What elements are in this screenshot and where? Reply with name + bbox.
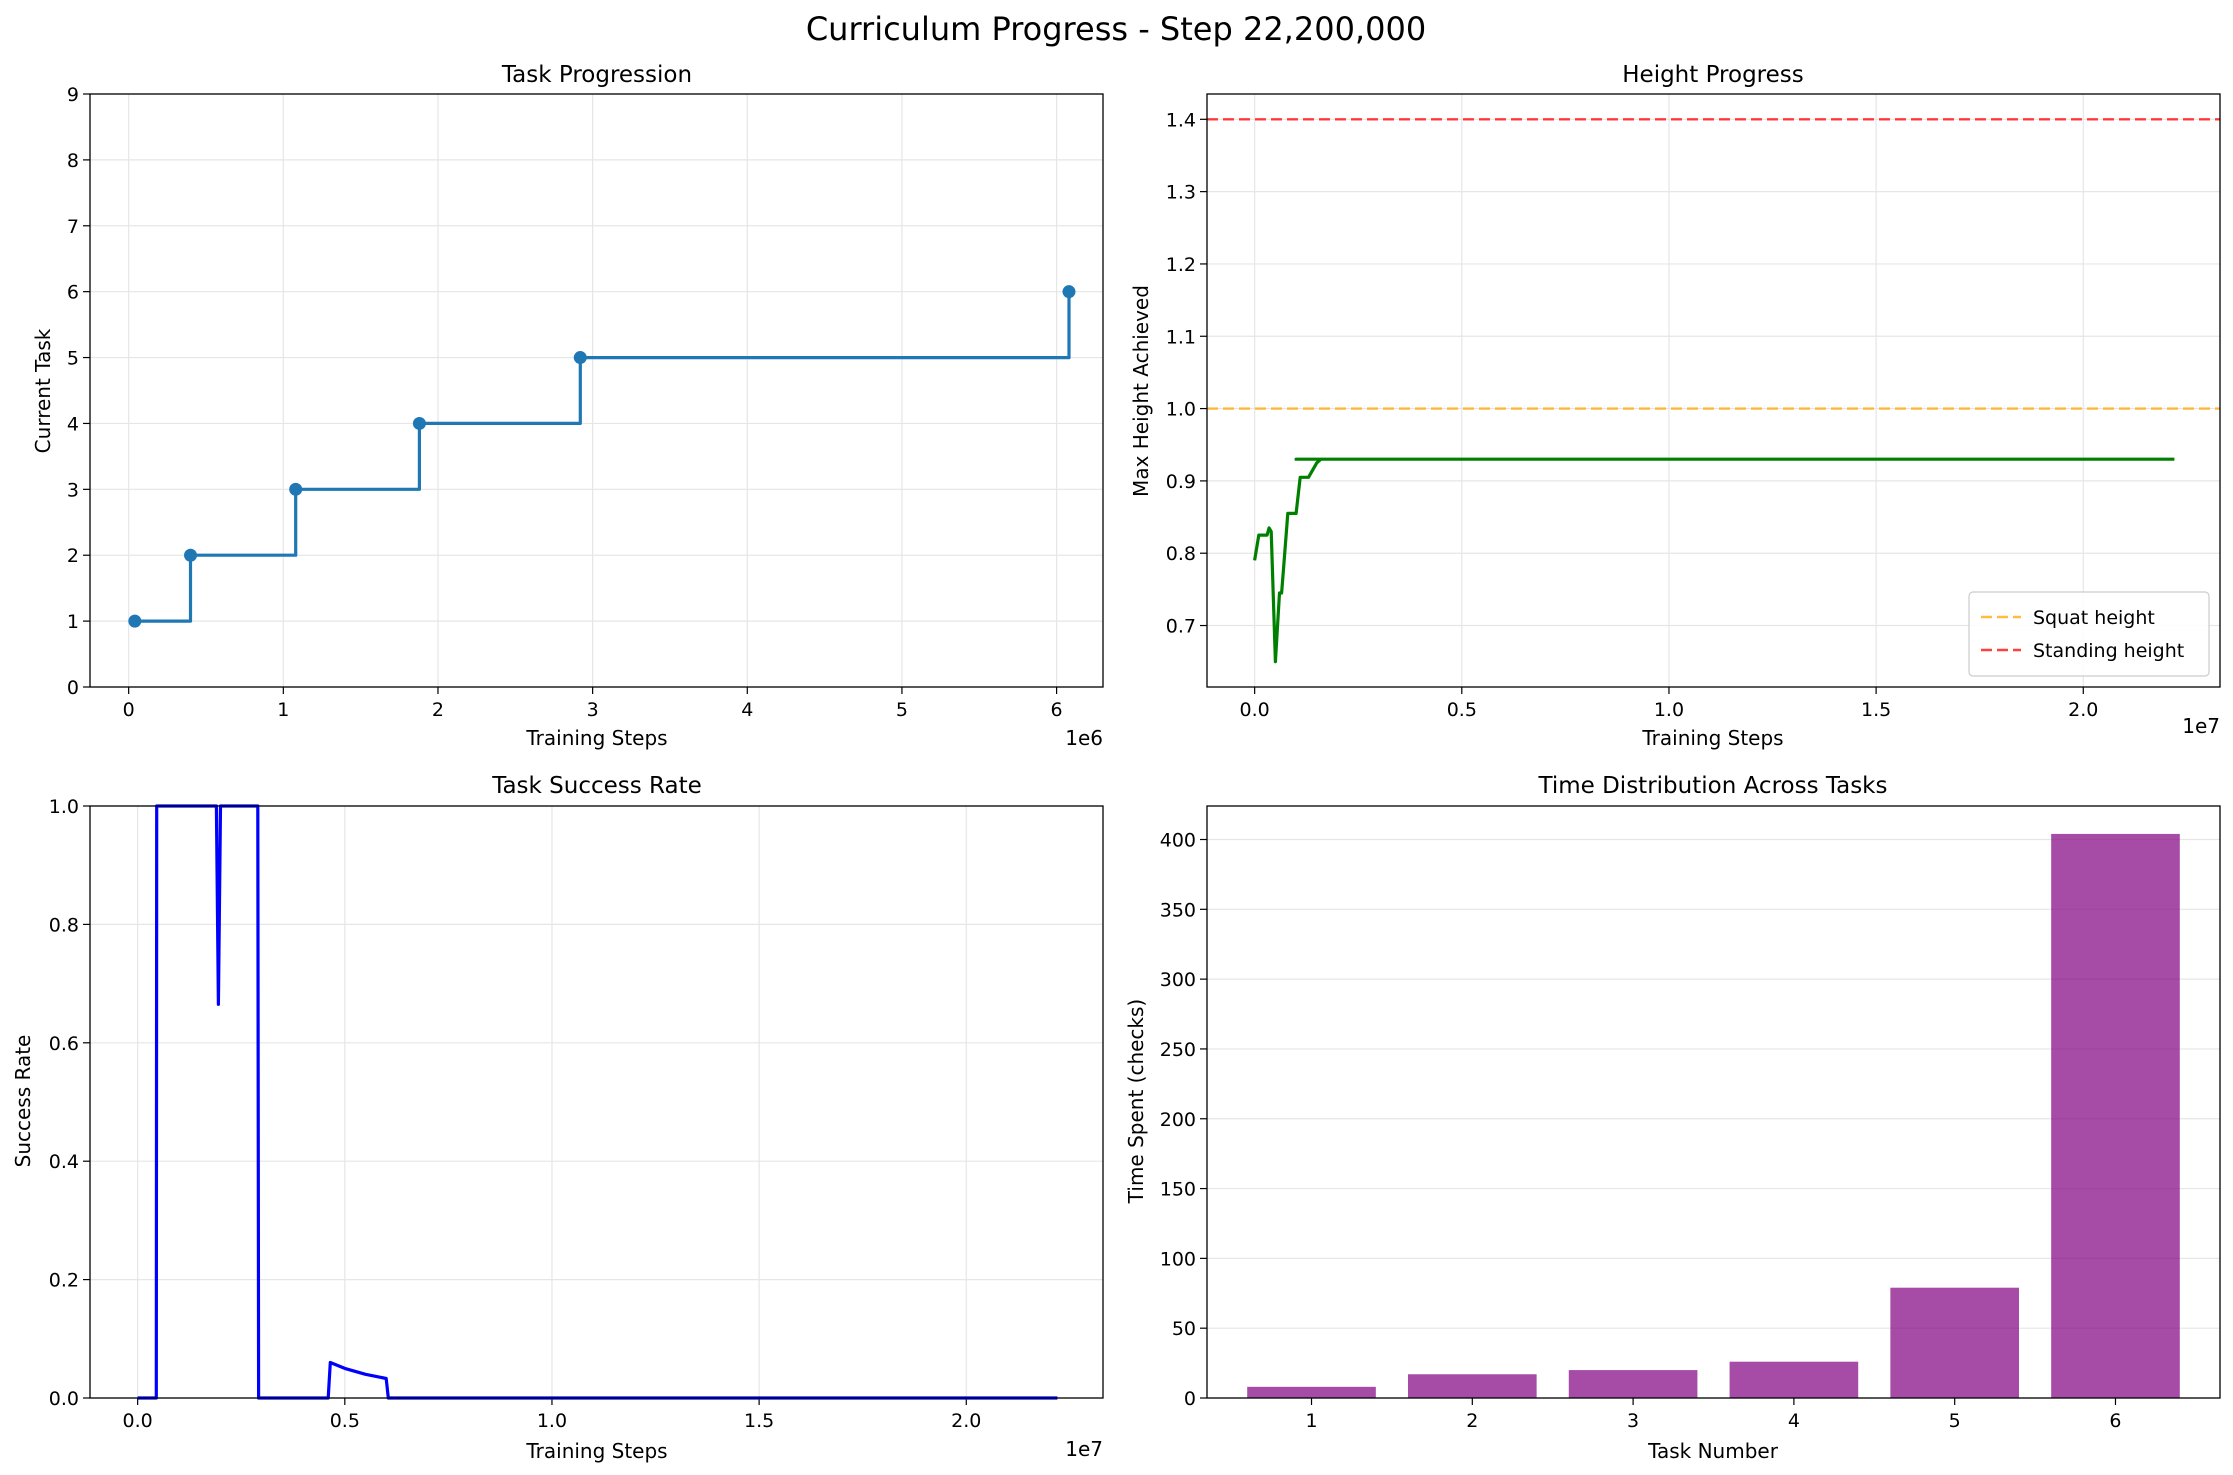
data-point [573, 351, 587, 365]
x-tick-label: 1 [1305, 1410, 1317, 1432]
plot-frame [89, 93, 1104, 688]
x-tick-label: 0.5 [330, 1410, 360, 1432]
y-tick-label: 100 [1160, 1248, 1196, 1270]
y-tick-label: 1.0 [49, 796, 79, 818]
task-success-rate-title: Task Success Rate [491, 773, 702, 799]
y-tick-label: 1 [67, 611, 79, 633]
y-tick-label: 5 [67, 348, 79, 370]
y-tick-label: 1.4 [1166, 109, 1196, 131]
plot-frame [89, 805, 1104, 1399]
y-tick-label: 400 [1160, 830, 1196, 852]
x-tick-label: 1.5 [1861, 699, 1891, 721]
height-progress-title: Height Progress [1622, 62, 1804, 88]
bar-task-4 [1729, 1361, 1859, 1398]
x-tick-label: 5 [1949, 1410, 1961, 1432]
task-success-rate-ylabel: Success Rate [11, 1035, 35, 1168]
task-success-rate-panel: Task Success Rate Training Steps Success… [11, 773, 1104, 1463]
x-tick-label: 3 [587, 699, 599, 721]
bar-task-5 [1890, 1287, 2020, 1398]
y-tick-label: 0.8 [49, 914, 79, 936]
y-tick-label: 3 [67, 479, 79, 501]
y-tick-label: 1.0 [1166, 399, 1196, 421]
y-tick-label: 0.9 [1166, 471, 1196, 493]
x-tick-label: 0.0 [123, 1410, 153, 1432]
y-tick-label: 1.2 [1166, 254, 1196, 276]
series-line [134, 291, 1071, 623]
task-success-rate-xlabel: Training Steps [525, 1439, 667, 1463]
bar-task-2 [1407, 1374, 1537, 1398]
bar-task-1 [1247, 1386, 1376, 1398]
series-line [1253, 457, 2175, 664]
task-success-rate-offset: 1e7 [1065, 1437, 1103, 1461]
x-tick-label: 2.0 [2068, 699, 2098, 721]
height-progress-xlabel: Training Steps [1641, 726, 1783, 750]
x-tick-label: 6 [2109, 1410, 2121, 1432]
height-progress-offset: 1e7 [2182, 714, 2220, 738]
x-tick-label: 1.0 [537, 1410, 567, 1432]
height-progress-panel: Height Progress Training Steps Max Heigh… [1129, 62, 2221, 750]
y-tick-label: 150 [1160, 1179, 1196, 1201]
y-tick-label: 9 [67, 84, 79, 106]
task-progression-title: Task Progression [501, 62, 692, 88]
data-point [184, 548, 198, 562]
task-progression-panel: Task Progression Training Steps Current … [31, 62, 1104, 750]
y-tick-label: 0 [1184, 1388, 1196, 1410]
legend-label: Standing height [2033, 640, 2184, 662]
data-point [412, 416, 426, 430]
series-line [137, 804, 1058, 1400]
y-tick-label: 2 [67, 545, 79, 567]
y-tick-label: 4 [67, 413, 79, 435]
x-tick-label: 5 [896, 699, 908, 721]
legend-label: Squat height [2033, 607, 2155, 629]
time-distribution-panel: Time Distribution Across Tasks Task Numb… [1124, 773, 2221, 1463]
time-distribution-title: Time Distribution Across Tasks [1538, 773, 1888, 799]
y-tick-label: 0.6 [49, 1033, 79, 1055]
x-tick-label: 1.5 [744, 1410, 774, 1432]
task-progression-ylabel: Current Task [31, 328, 55, 453]
plot-frame [1206, 805, 2221, 1399]
y-tick-label: 1.3 [1166, 182, 1196, 204]
y-tick-label: 250 [1160, 1039, 1196, 1061]
data-point [289, 482, 303, 496]
y-tick-label: 0.8 [1166, 543, 1196, 565]
x-tick-label: 6 [1051, 699, 1063, 721]
y-tick-label: 200 [1160, 1109, 1196, 1131]
x-tick-label: 0.0 [1240, 699, 1270, 721]
time-distribution-xlabel: Task Number [1647, 1439, 1779, 1463]
x-tick-label: 4 [741, 699, 753, 721]
bar-task-6 [2051, 833, 2180, 1398]
time-distribution-ylabel: Time Spent (checks) [1124, 999, 1148, 1204]
x-tick-label: 2.0 [951, 1410, 981, 1432]
y-tick-label: 7 [67, 216, 79, 238]
y-tick-label: 6 [67, 282, 79, 304]
data-point [128, 614, 142, 628]
x-tick-label: 1.0 [1654, 699, 1684, 721]
y-tick-label: 300 [1160, 969, 1196, 991]
x-tick-label: 4 [1788, 1410, 1800, 1432]
task-progression-xlabel: Training Steps [525, 726, 667, 750]
figure-suptitle: Curriculum Progress - Step 22,200,000 [806, 10, 1426, 48]
y-tick-label: 1.1 [1166, 326, 1196, 348]
y-tick-label: 0.7 [1166, 616, 1196, 638]
data-point [1062, 285, 1076, 299]
task-progression-offset: 1e6 [1065, 726, 1103, 750]
y-tick-label: 0.0 [49, 1388, 79, 1410]
y-tick-label: 50 [1172, 1318, 1196, 1340]
x-tick-label: 0.5 [1447, 699, 1477, 721]
y-tick-label: 0.2 [49, 1270, 79, 1292]
x-tick-label: 2 [432, 699, 444, 721]
height-progress-ylabel: Max Height Achieved [1129, 285, 1153, 497]
x-tick-label: 0 [123, 699, 135, 721]
y-tick-label: 8 [67, 150, 79, 172]
y-tick-label: 0 [67, 677, 79, 699]
y-tick-label: 350 [1160, 899, 1196, 921]
plot-frame [1206, 93, 2221, 688]
x-tick-label: 1 [277, 699, 289, 721]
x-tick-label: 2 [1466, 1410, 1478, 1432]
bar-task-3 [1568, 1370, 1698, 1398]
x-tick-label: 3 [1627, 1410, 1639, 1432]
y-tick-label: 0.4 [49, 1151, 79, 1173]
legend-box [1968, 591, 2210, 677]
